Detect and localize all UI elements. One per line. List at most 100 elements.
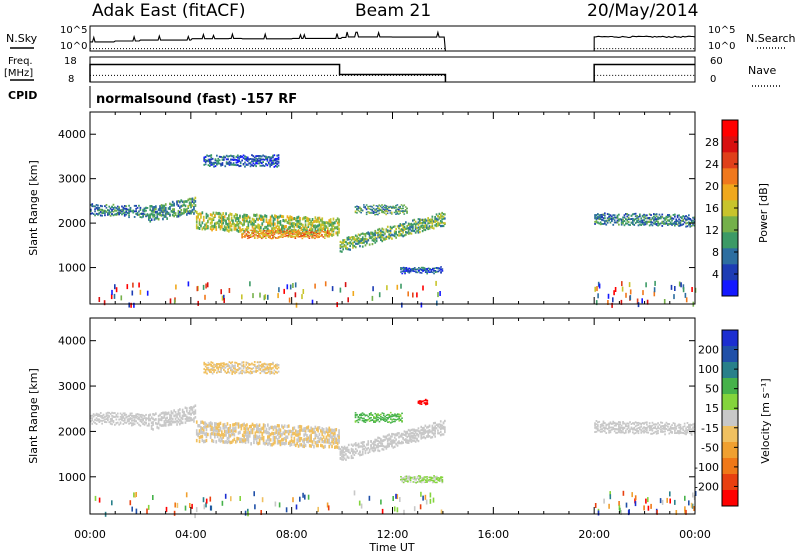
velocity-ground-cell: [317, 506, 319, 512]
power-cell: [643, 221, 645, 224]
velocity-cell: [643, 429, 645, 432]
power-cell: [94, 214, 96, 217]
power-cell: [271, 222, 273, 226]
power-cell: [194, 200, 197, 203]
velocity-cell: [620, 431, 623, 434]
power-cell: [618, 219, 620, 222]
velocity-ground-cell: [684, 506, 686, 512]
power-cell: [315, 233, 318, 235]
power-cell: [249, 234, 252, 236]
power-cell: [406, 225, 409, 228]
power-cell: [255, 213, 258, 217]
velocity-cell: [679, 423, 682, 426]
velocity-cell: [111, 417, 113, 420]
power-cell: [632, 223, 634, 226]
power-ground-cell: [131, 290, 134, 296]
power-cell: [132, 209, 135, 212]
velocity-cell: [331, 428, 333, 432]
velocity-cell: [321, 430, 324, 434]
power-cell: [335, 231, 338, 235]
velocity-cell: [389, 411, 392, 414]
power-cell: [119, 209, 122, 212]
velocity-cell: [435, 427, 438, 430]
velocity-cell: [403, 433, 406, 436]
velocity-cell: [637, 430, 640, 432]
velocity-cell: [324, 438, 326, 442]
power-cell: [256, 155, 259, 157]
velocity-cell: [308, 444, 311, 448]
velocity-cell: [258, 441, 261, 445]
velocity-cell: [412, 436, 414, 439]
velocity-cell: [393, 439, 396, 443]
velocity-ground-cell: [307, 494, 310, 500]
velocity-cell: [246, 423, 248, 427]
velocity-cell: [241, 433, 244, 438]
velocity-cell: [299, 428, 301, 433]
velocity-cell: [660, 428, 662, 431]
power-cell: [198, 218, 201, 222]
velocity-cell: [420, 401, 423, 403]
power-cell: [385, 230, 388, 233]
velocity-cell: [310, 426, 312, 430]
power-cell: [109, 207, 112, 210]
power-cell: [682, 215, 685, 217]
power-cell: [636, 215, 638, 217]
power-cell: [243, 216, 245, 220]
velocity-cell: [102, 419, 105, 422]
velocity-cell: [322, 435, 325, 439]
velocity-cell: [414, 440, 417, 443]
power-cell: [320, 223, 322, 227]
power-cell: [298, 232, 301, 234]
power-cell: [226, 225, 229, 229]
power-ground-cell: [324, 281, 327, 287]
velocity-cell: [354, 415, 357, 417]
power-cell: [259, 235, 262, 237]
power-cell: [417, 226, 420, 229]
power-cell: [681, 219, 683, 222]
velocity-cell: [375, 420, 378, 422]
velocity-cell: [214, 424, 216, 429]
power-cell: [262, 154, 264, 157]
power-cell: [402, 229, 404, 232]
power-cell: [413, 229, 416, 233]
velocity-cell: [239, 424, 241, 428]
velocity-ground-cell: [111, 500, 113, 506]
velocity-cell: [647, 425, 650, 428]
velocity-ground-cell: [650, 503, 652, 509]
power-cell: [248, 216, 251, 220]
power-cell: [683, 221, 686, 224]
power-cell: [422, 266, 424, 269]
velocity-cell: [441, 478, 444, 481]
velocity-cell: [653, 423, 655, 426]
velocity-colorbar-swatch: [722, 410, 738, 427]
power-cell: [383, 212, 386, 214]
power-cell: [375, 240, 378, 243]
power-ground-cell: [435, 280, 437, 286]
velocity-cell: [350, 447, 353, 451]
velocity-cell: [222, 433, 225, 437]
power-cell: [166, 217, 168, 220]
power-cell: [258, 229, 261, 232]
velocity-cell: [216, 371, 218, 374]
power-cell: [674, 213, 676, 216]
power-cell: [378, 210, 381, 212]
power-cell: [272, 219, 275, 223]
power-cell: [234, 158, 236, 161]
power-cell: [438, 223, 441, 226]
velocity-cell: [400, 442, 403, 445]
velocity-cell: [395, 419, 398, 421]
velocity-cell: [420, 433, 423, 436]
velocity-cell: [234, 440, 237, 444]
velocity-cell: [367, 446, 370, 450]
power-cell: [331, 221, 333, 225]
velocity-cell: [219, 426, 222, 430]
velocity-cell: [171, 417, 174, 421]
velocity-cell: [420, 425, 423, 429]
power-cell: [255, 162, 257, 165]
power-ground-cell: [628, 282, 631, 288]
power-cell: [616, 221, 619, 224]
power-cell: [320, 218, 322, 222]
velocity-cell: [317, 435, 319, 440]
power-cell: [143, 213, 146, 216]
power-cell: [105, 206, 108, 209]
